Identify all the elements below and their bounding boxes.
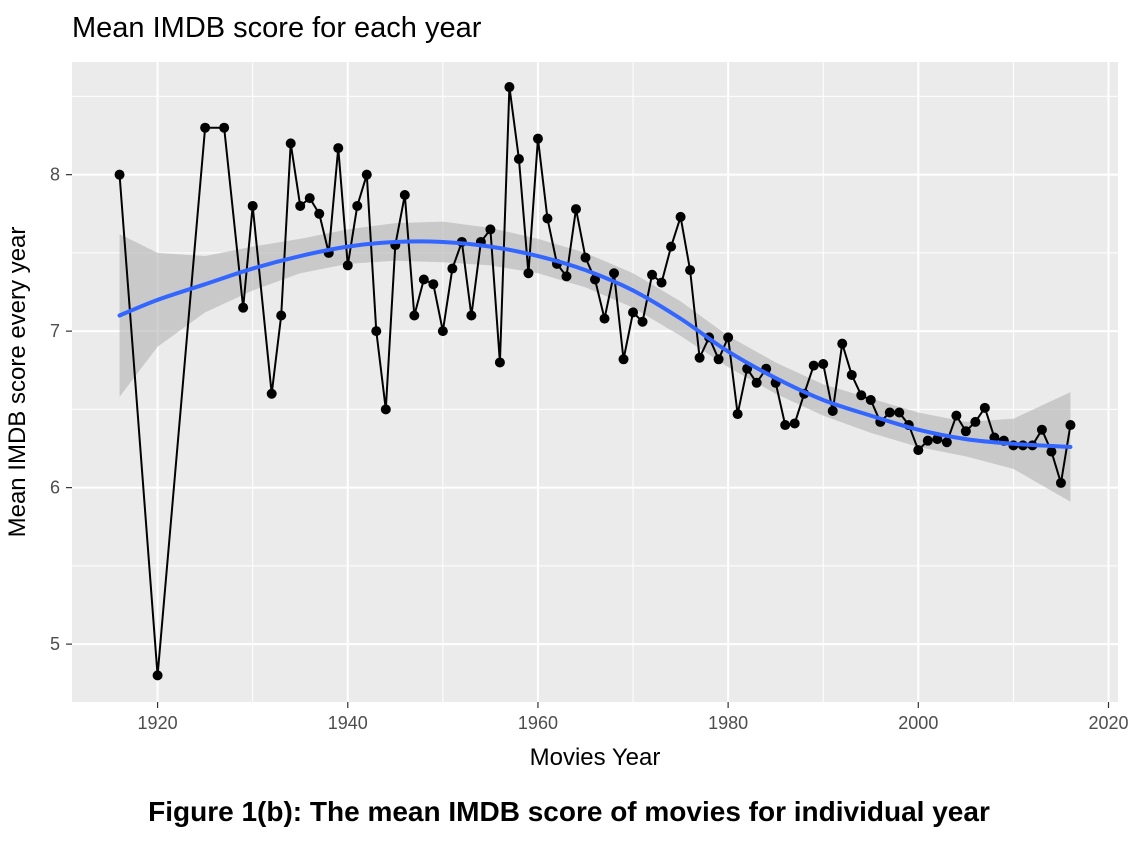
- data-point: [694, 352, 705, 363]
- figure-caption: Figure 1(b): The mean IMDB score of movi…: [148, 796, 990, 827]
- data-point: [723, 332, 734, 343]
- data-point: [970, 416, 981, 427]
- data-point: [114, 169, 125, 180]
- data-point: [713, 354, 724, 365]
- data-point: [371, 326, 382, 337]
- x-axis: 1920 1940 1960 1980 2000 2020: [138, 702, 1129, 733]
- data-point: [818, 359, 829, 370]
- data-point: [808, 360, 819, 371]
- data-point: [494, 357, 505, 368]
- data-point: [532, 133, 543, 144]
- data-point: [751, 377, 762, 388]
- y-axis: 5 6 7 8: [50, 165, 72, 654]
- x-tick-label: 1960: [518, 713, 558, 733]
- data-point: [200, 122, 211, 133]
- data-point: [1036, 424, 1047, 435]
- data-point: [609, 268, 620, 279]
- data-point: [523, 268, 534, 279]
- data-point: [570, 204, 581, 215]
- data-point: [837, 338, 848, 349]
- data-point: [352, 200, 363, 211]
- data-point: [333, 143, 344, 154]
- x-tick-label: 2020: [1088, 713, 1128, 733]
- smooth-line: [117, 239, 1073, 449]
- data-point: [428, 279, 439, 290]
- data-point: [399, 190, 410, 201]
- data-point: [590, 274, 600, 285]
- data-point: [361, 169, 372, 180]
- grid-lines: [72, 62, 1118, 702]
- data-point: [266, 388, 277, 399]
- data-point: [285, 138, 296, 149]
- y-tick-label: 5: [50, 634, 60, 654]
- data-point: [295, 200, 306, 211]
- data-point: [685, 265, 696, 276]
- data-point: [789, 418, 800, 429]
- data-point: [1065, 420, 1076, 431]
- data-point: [656, 277, 667, 288]
- x-axis-title: Movies Year: [530, 744, 661, 771]
- data-point: [913, 445, 924, 456]
- y-tick-label: 6: [50, 478, 60, 498]
- data-point: [342, 260, 353, 271]
- x-tick-label: 1920: [138, 713, 178, 733]
- y-tick-label: 8: [50, 165, 60, 185]
- data-point: [865, 394, 876, 405]
- x-tick-label: 1980: [708, 713, 748, 733]
- data-point: [827, 405, 838, 416]
- data-point: [932, 434, 943, 445]
- data-point: [504, 82, 515, 93]
- data-point: [894, 407, 905, 418]
- data-point: [1046, 446, 1057, 457]
- data-point: [314, 208, 325, 219]
- data-point: [561, 271, 572, 282]
- data-point: [884, 407, 895, 418]
- data-point: [628, 307, 639, 318]
- data-point: [219, 122, 230, 133]
- data-point: [675, 211, 686, 222]
- data-point: [276, 310, 287, 321]
- x-tick-label: 1940: [328, 713, 368, 733]
- plot-panel: [72, 62, 1118, 702]
- y-axis-title: Mean IMDB score every year: [4, 227, 31, 538]
- data-point: [951, 410, 962, 421]
- data-point: [152, 670, 163, 681]
- data-point: [960, 426, 971, 437]
- data-point: [304, 193, 315, 204]
- data-point: [979, 402, 990, 413]
- data-point: [380, 404, 391, 415]
- data-point: [513, 154, 524, 165]
- data-point: [238, 302, 249, 313]
- data-point: [732, 409, 743, 420]
- data-point: [447, 263, 458, 274]
- data-point: [466, 310, 477, 321]
- y-tick-label: 7: [50, 321, 60, 341]
- data-point: [437, 326, 448, 337]
- data-point: [1055, 477, 1066, 488]
- data-point: [418, 274, 429, 285]
- data-point: [409, 310, 420, 321]
- data-point: [780, 420, 791, 431]
- data-point: [618, 354, 629, 365]
- data-point: [666, 241, 677, 252]
- chart-svg: Mean IMDB score for each year 1920 1940 19…: [4, 12, 1129, 771]
- data-point: [485, 224, 496, 235]
- data-point: [647, 269, 658, 280]
- data-point: [941, 437, 952, 448]
- data-point: [846, 369, 857, 380]
- data-point: [247, 200, 258, 211]
- data-point: [580, 252, 591, 263]
- data-point: [542, 213, 553, 224]
- data-point: [922, 435, 933, 446]
- data-point: [599, 313, 610, 324]
- data-point: [637, 316, 648, 327]
- x-tick-label: 2000: [898, 713, 938, 733]
- data-point: [856, 390, 867, 401]
- chart-title: Mean IMDB score for each year: [72, 12, 482, 44]
